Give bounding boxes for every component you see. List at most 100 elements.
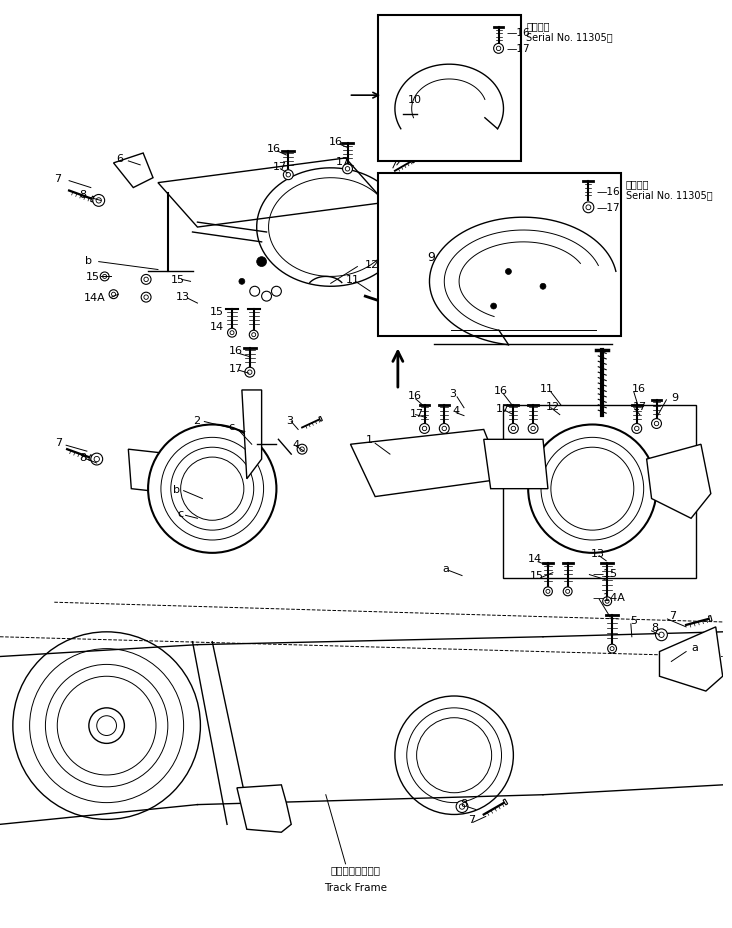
Polygon shape (411, 159, 414, 163)
Text: 9: 9 (427, 251, 436, 264)
Text: c: c (178, 509, 184, 519)
Circle shape (493, 45, 504, 54)
Text: 10: 10 (410, 134, 424, 144)
Text: 9: 9 (671, 393, 679, 403)
Circle shape (100, 273, 109, 281)
Circle shape (261, 292, 272, 302)
Circle shape (102, 275, 107, 279)
Circle shape (529, 424, 538, 434)
Circle shape (490, 303, 496, 310)
Circle shape (422, 427, 427, 432)
Text: 17: 17 (336, 157, 350, 167)
Circle shape (605, 599, 609, 603)
Circle shape (442, 427, 447, 432)
Circle shape (511, 427, 515, 432)
Circle shape (346, 167, 350, 172)
Polygon shape (646, 445, 711, 519)
Circle shape (632, 424, 642, 434)
Circle shape (250, 331, 258, 340)
Text: 16: 16 (408, 391, 422, 401)
Circle shape (230, 331, 234, 335)
Circle shape (651, 419, 662, 429)
Circle shape (635, 427, 639, 432)
Circle shape (283, 171, 294, 180)
Circle shape (89, 708, 124, 743)
Text: 14A: 14A (84, 293, 105, 303)
Circle shape (272, 287, 281, 297)
Circle shape (563, 587, 572, 596)
Circle shape (460, 804, 465, 809)
Polygon shape (113, 154, 153, 188)
Text: —17: —17 (507, 45, 530, 55)
Circle shape (610, 647, 614, 651)
Bar (378, 16, 521, 161)
Text: 16: 16 (229, 346, 243, 356)
Polygon shape (319, 417, 322, 421)
Text: 4: 4 (452, 406, 459, 415)
Text: 11: 11 (346, 275, 359, 285)
Text: 17: 17 (496, 404, 509, 413)
Text: 16: 16 (493, 385, 507, 395)
Text: 11: 11 (540, 383, 554, 393)
Polygon shape (128, 450, 264, 504)
Circle shape (300, 447, 305, 452)
Circle shape (144, 296, 149, 300)
Circle shape (141, 275, 151, 285)
Text: —16: —16 (507, 28, 530, 37)
Polygon shape (89, 456, 92, 461)
Circle shape (586, 206, 591, 211)
Polygon shape (484, 440, 548, 489)
Circle shape (297, 445, 307, 455)
Circle shape (566, 589, 569, 594)
Circle shape (228, 329, 236, 338)
Circle shape (540, 284, 546, 290)
Text: 8: 8 (651, 622, 659, 632)
Text: 15: 15 (86, 272, 100, 282)
Circle shape (93, 195, 105, 207)
Circle shape (509, 424, 518, 434)
Text: 8: 8 (460, 798, 467, 807)
Text: 7: 7 (56, 438, 62, 448)
Text: 6: 6 (116, 154, 124, 163)
Circle shape (439, 424, 449, 434)
Text: 4: 4 (292, 440, 299, 450)
Circle shape (250, 287, 260, 297)
Text: b: b (173, 484, 180, 494)
Circle shape (244, 367, 255, 378)
Text: 2: 2 (193, 415, 201, 425)
Polygon shape (709, 616, 712, 622)
Text: 7: 7 (669, 611, 676, 621)
Text: Track Frame: Track Frame (324, 882, 387, 892)
Circle shape (109, 290, 118, 300)
Text: 1: 1 (366, 435, 373, 445)
Polygon shape (351, 430, 504, 497)
Polygon shape (660, 627, 722, 691)
Text: 15: 15 (530, 570, 544, 580)
Circle shape (286, 174, 291, 178)
Circle shape (496, 47, 501, 52)
Polygon shape (237, 785, 291, 832)
Text: —16: —16 (597, 187, 620, 197)
Polygon shape (503, 799, 508, 805)
Text: 7: 7 (54, 174, 61, 184)
Text: c: c (228, 422, 234, 432)
Circle shape (94, 457, 100, 462)
Text: —17: —17 (597, 203, 620, 213)
Text: 15: 15 (210, 306, 224, 316)
Text: 13: 13 (591, 548, 605, 559)
Circle shape (659, 633, 664, 638)
Text: 17: 17 (229, 364, 243, 374)
Circle shape (239, 279, 244, 285)
Text: 14: 14 (210, 321, 225, 331)
Text: 8: 8 (79, 190, 86, 200)
Text: b: b (85, 255, 92, 265)
Text: 13: 13 (176, 291, 190, 302)
Text: トラックフレーム: トラックフレーム (330, 864, 381, 874)
Text: 8: 8 (79, 453, 86, 462)
Circle shape (111, 293, 116, 297)
Polygon shape (158, 159, 385, 227)
Circle shape (529, 425, 657, 553)
Text: 17: 17 (410, 147, 424, 157)
Text: 15: 15 (171, 275, 184, 285)
Circle shape (247, 370, 252, 375)
